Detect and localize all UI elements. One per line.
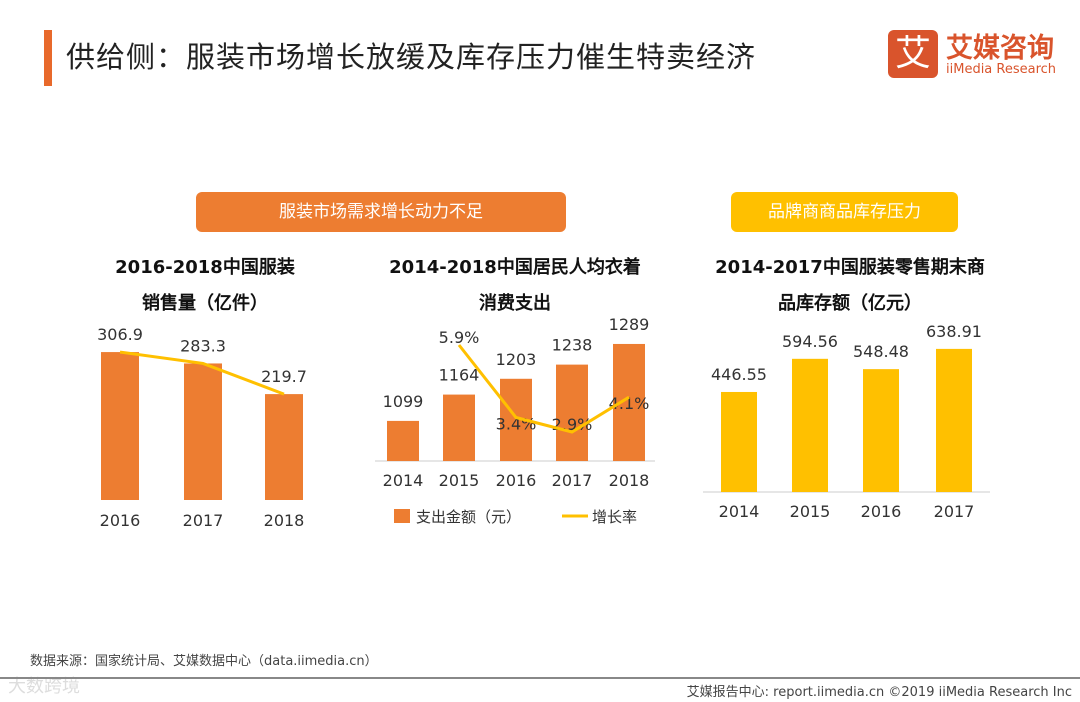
footer-divider — [0, 677, 1080, 679]
chart3-title: 2014-2017中国服装零售期末商 品库存额（亿元） — [690, 250, 1010, 322]
chart3-x-tick: 2014 — [719, 502, 760, 521]
chart1-value-label: 283.3 — [180, 336, 226, 355]
chart2-value-label: 1289 — [609, 315, 650, 334]
chart2-value-label: 1203 — [496, 350, 537, 369]
chart3-value-label: 594.56 — [782, 332, 838, 351]
chart2-growth-line — [457, 344, 630, 434]
chart1-bar — [101, 352, 139, 500]
chart2-x-tick: 2018 — [609, 471, 650, 490]
legend-line-label: 增长率 — [592, 508, 637, 526]
banner-demand: 服装市场需求增长动力不足 — [196, 192, 566, 232]
chart2-x-tick: 2014 — [383, 471, 424, 490]
chart1-value-label: 306.9 — [97, 325, 143, 344]
chart2-bar — [556, 364, 588, 461]
chart1-title: 2016-2018中国服装 销售量（亿件） — [70, 250, 340, 322]
chart2-x-tick: 2015 — [439, 471, 480, 490]
chart3-bar — [721, 391, 757, 492]
chart2-title: 2014-2018中国居民人均衣着 消费支出 — [365, 250, 665, 322]
logo-en: iiMedia Research — [946, 62, 1057, 77]
chart2-growth-label: 5.9% — [439, 328, 480, 347]
chart1-x-tick: 2016 — [100, 511, 141, 530]
chart1-line — [119, 350, 285, 396]
chart3-title-line: 2014-2017中国服装零售期末商 — [715, 257, 985, 278]
chart2-value-label: 1099 — [383, 392, 424, 411]
chart1-title-line: 销售量（亿件） — [142, 293, 268, 314]
chart2-growth-label: 4.1% — [609, 394, 650, 413]
chart1-bar — [265, 394, 303, 500]
chart3-value-label: 548.48 — [853, 342, 909, 361]
chart2-bar — [443, 394, 475, 461]
page-title: 供给侧：服装市场增长放缓及库存压力催生特卖经济 — [66, 40, 757, 74]
banner-inventory: 品牌商商品库存压力 — [731, 192, 958, 232]
chart3-value-label: 446.55 — [711, 365, 767, 384]
chart3-x-tick: 2017 — [934, 502, 975, 521]
chart3-bar — [936, 348, 972, 492]
chart3-x-tick: 2015 — [790, 502, 831, 521]
chart1-value-label: 219.7 — [261, 367, 307, 386]
chart3-title-line: 品库存额（亿元） — [778, 293, 922, 314]
chart3-x-tick: 2016 — [861, 502, 902, 521]
chart2-value-label: 1164 — [439, 366, 480, 385]
chart2-title-line: 消费支出 — [479, 293, 551, 314]
chart3-bar — [863, 369, 899, 492]
chart3-bar — [792, 358, 828, 492]
logo-mark: 艾 — [888, 30, 938, 78]
footer-copyright: 艾媒报告中心: report.iimedia.cn ©2019 iiMedia … — [686, 685, 1072, 700]
chart1-bar — [184, 363, 222, 500]
title-accent-bar — [44, 30, 52, 86]
source-note: 数据来源：国家统计局、艾媒数据中心（data.iimedia.cn） — [30, 654, 378, 669]
chart1-x-tick: 2018 — [264, 511, 305, 530]
logo-cn: 艾媒咨询 — [946, 33, 1054, 64]
chart1-title-line: 2016-2018中国服装 — [115, 257, 295, 278]
chart3-value-label: 638.91 — [926, 322, 982, 341]
chart2-x-tick: 2016 — [496, 471, 537, 490]
chart2-value-label: 1238 — [552, 336, 593, 355]
legend-bar-swatch — [394, 509, 410, 523]
chart1-x-tick: 2017 — [183, 511, 224, 530]
watermark: 大数跨境 — [8, 676, 80, 697]
chart2-bar — [387, 420, 419, 461]
chart2-title-line: 2014-2018中国居民人均衣着 — [389, 257, 641, 278]
legend-bar-label: 支出金额（元） — [416, 508, 521, 526]
chart2-x-tick: 2017 — [552, 471, 593, 490]
